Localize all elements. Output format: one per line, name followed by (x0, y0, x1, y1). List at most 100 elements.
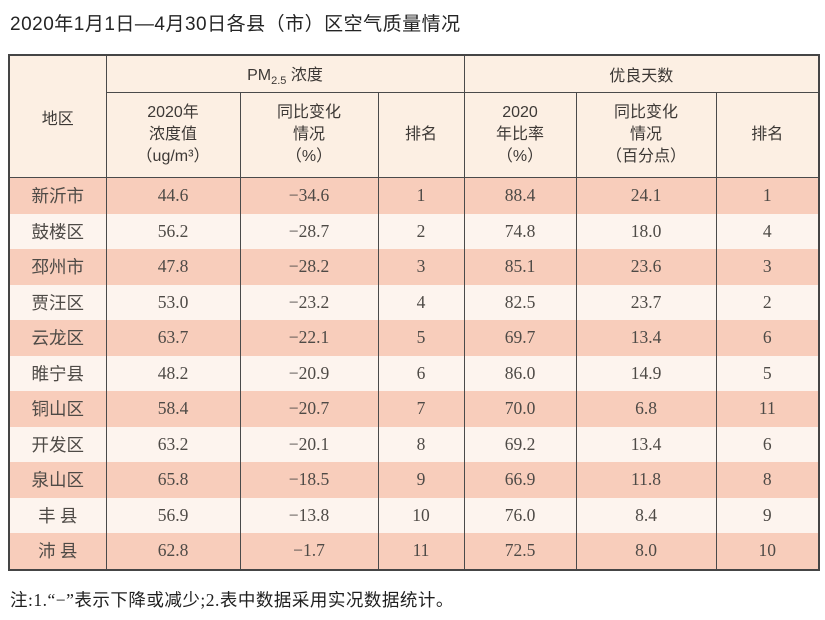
pm-value-column-header: 2020年 浓度值 （ug/m³） (105, 92, 241, 178)
table-row: 新沂市 44.6 −34.6 1 88.4 24.1 1 (8, 177, 820, 214)
pm-value-cell: 58.4 (105, 391, 241, 427)
pm-rank-cell: 11 (377, 533, 465, 570)
good-rate-cell: 69.2 (463, 426, 577, 462)
pm-rank-cell: 6 (377, 355, 465, 391)
good-rank-cell: 2 (715, 284, 820, 320)
good-days-group-header: 优良天数 (463, 54, 820, 93)
pm-rank-cell: 1 (377, 177, 465, 214)
pm25-group-header: PM2.5 浓度 (105, 54, 465, 93)
pm-change-column-header: 同比变化 情况 （%） (239, 92, 379, 178)
good-rate-column-header: 2020 年比率 （%） (463, 92, 577, 178)
good-change-cell: 14.9 (575, 355, 717, 391)
pm-change-cell: −34.6 (239, 177, 379, 214)
good-rate-cell: 74.8 (463, 213, 577, 249)
pm-change-cell: −18.5 (239, 462, 379, 498)
table-row: 鼓楼区 56.2 −28.7 2 74.8 18.0 4 (8, 213, 820, 249)
pm-rank-cell: 4 (377, 284, 465, 320)
table-row: 邳州市 47.8 −28.2 3 85.1 23.6 3 (8, 249, 820, 285)
region-cell: 贾汪区 (8, 284, 107, 320)
good-change-cell: 11.8 (575, 462, 717, 498)
good-change-cell: 8.0 (575, 533, 717, 570)
good-change-cell: 18.0 (575, 213, 717, 249)
pm-change-cell: −23.2 (239, 284, 379, 320)
good-change-cell: 6.8 (575, 391, 717, 427)
pm25-label-prefix: PM (247, 66, 272, 84)
good-rank-column-header: 排名 (715, 92, 820, 178)
pm-value-cell: 62.8 (105, 533, 241, 570)
table-row: 丰 县 56.9 −13.8 10 76.0 8.4 9 (8, 497, 820, 533)
pm-change-cell: −20.7 (239, 391, 379, 427)
good-rate-cell: 86.0 (463, 355, 577, 391)
pm-rank-cell: 7 (377, 391, 465, 427)
pm-change-cell: −13.8 (239, 497, 379, 533)
good-rank-cell: 9 (715, 497, 820, 533)
good-rank-cell: 3 (715, 249, 820, 285)
good-rate-cell: 69.7 (463, 320, 577, 356)
pm-value-cell: 65.8 (105, 462, 241, 498)
region-cell: 新沂市 (8, 177, 107, 214)
region-cell: 丰 县 (8, 497, 107, 533)
good-rate-cell: 88.4 (463, 177, 577, 214)
good-rate-cell: 82.5 (463, 284, 577, 320)
pm-value-cell: 56.2 (105, 213, 241, 249)
good-rank-cell: 11 (715, 391, 820, 427)
pm-value-cell: 47.8 (105, 249, 241, 285)
good-rank-cell: 10 (715, 533, 820, 570)
table-header: 地区 PM2.5 浓度 优良天数 2020年 浓度值 （ug/m³） 同比变化 … (8, 54, 820, 178)
pm25-label-subscript: 2.5 (271, 75, 287, 88)
good-rank-cell: 6 (715, 320, 820, 356)
air-quality-table: 地区 PM2.5 浓度 优良天数 2020年 浓度值 （ug/m³） 同比变化 … (8, 54, 821, 571)
pm-change-cell: −1.7 (239, 533, 379, 570)
sub-header-row: 2020年 浓度值 （ug/m³） 同比变化 情况 （%） 排名 2020 年比… (9, 92, 820, 178)
pm-change-cell: −28.2 (239, 249, 379, 285)
footnote: 注:1.“−”表示下降或减少;2.表中数据采用实况数据统计。 (10, 589, 454, 610)
good-change-cell: 23.7 (575, 284, 717, 320)
region-cell: 邳州市 (8, 249, 107, 285)
table-row: 铜山区 58.4 −20.7 7 70.0 6.8 11 (8, 391, 820, 427)
good-change-cell: 13.4 (575, 320, 717, 356)
pm-change-cell: −20.9 (239, 355, 379, 391)
region-cell: 铜山区 (8, 391, 107, 427)
table-row: 开发区 63.2 −20.1 8 69.2 13.4 6 (8, 426, 820, 462)
pm-value-cell: 44.6 (105, 177, 241, 214)
region-cell: 沛 县 (8, 533, 107, 570)
pm-rank-cell: 10 (377, 497, 465, 533)
pm-value-cell: 63.2 (105, 426, 241, 462)
region-cell: 云龙区 (8, 320, 107, 356)
table-row: 沛 县 62.8 −1.7 11 72.5 8.0 10 (8, 533, 820, 570)
table-row: 睢宁县 48.2 −20.9 6 86.0 14.9 5 (8, 355, 820, 391)
pm-change-cell: −20.1 (239, 426, 379, 462)
group-header-row: 地区 PM2.5 浓度 优良天数 (8, 54, 820, 178)
good-change-cell: 8.4 (575, 497, 717, 533)
region-cell: 睢宁县 (8, 355, 107, 391)
good-rank-cell: 1 (715, 177, 820, 214)
table-row: 贾汪区 53.0 −23.2 4 82.5 23.7 2 (8, 284, 820, 320)
pm-value-cell: 53.0 (105, 284, 241, 320)
pm-rank-cell: 3 (377, 249, 465, 285)
good-rank-cell: 4 (715, 213, 820, 249)
good-rate-cell: 66.9 (463, 462, 577, 498)
good-rate-cell: 70.0 (463, 391, 577, 427)
pm25-label-suffix: 浓度 (286, 66, 323, 84)
good-rank-cell: 8 (715, 462, 820, 498)
good-change-cell: 13.4 (575, 426, 717, 462)
pm-value-cell: 48.2 (105, 355, 241, 391)
good-rate-cell: 76.0 (463, 497, 577, 533)
pm-rank-column-header: 排名 (377, 92, 465, 178)
region-column-header: 地区 (8, 54, 107, 178)
pm-value-cell: 63.7 (105, 320, 241, 356)
pm-rank-cell: 9 (377, 462, 465, 498)
good-rank-cell: 5 (715, 355, 820, 391)
good-rate-cell: 72.5 (463, 533, 577, 570)
pm-value-cell: 56.9 (105, 497, 241, 533)
table-body: 新沂市 44.6 −34.6 1 88.4 24.1 1 鼓楼区 56.2 −2… (8, 177, 820, 570)
region-cell: 鼓楼区 (8, 213, 107, 249)
region-cell: 泉山区 (8, 462, 107, 498)
table-row: 泉山区 65.8 −18.5 9 66.9 11.8 8 (8, 462, 820, 498)
table-row: 云龙区 63.7 −22.1 5 69.7 13.4 6 (8, 320, 820, 356)
pm-change-cell: −28.7 (239, 213, 379, 249)
pm-rank-cell: 8 (377, 426, 465, 462)
page-title: 2020年1月1日—4月30日各县（市）区空气质量情况 (10, 14, 461, 35)
pm-change-cell: −22.1 (239, 320, 379, 356)
good-change-cell: 23.6 (575, 249, 717, 285)
